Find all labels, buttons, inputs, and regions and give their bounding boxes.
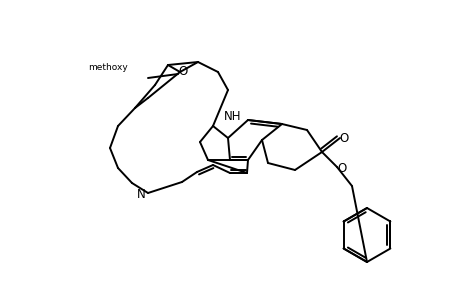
Text: methoxy: methoxy xyxy=(88,62,128,71)
Text: N: N xyxy=(136,188,145,202)
Text: O: O xyxy=(339,131,348,145)
Text: O: O xyxy=(336,161,346,175)
Text: O: O xyxy=(178,64,187,77)
Text: NH: NH xyxy=(224,110,241,122)
